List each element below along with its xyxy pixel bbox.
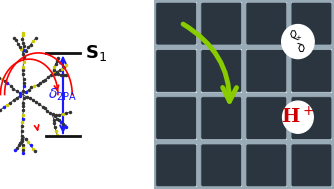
- FancyBboxPatch shape: [291, 50, 332, 92]
- FancyBboxPatch shape: [246, 97, 287, 139]
- Circle shape: [282, 25, 314, 59]
- FancyBboxPatch shape: [156, 50, 197, 92]
- FancyBboxPatch shape: [201, 97, 242, 139]
- Circle shape: [283, 101, 313, 133]
- FancyBboxPatch shape: [201, 2, 242, 45]
- Text: H$^+$: H$^+$: [281, 107, 315, 128]
- Text: +: +: [295, 35, 301, 41]
- FancyBboxPatch shape: [246, 144, 287, 187]
- FancyBboxPatch shape: [291, 97, 332, 139]
- FancyBboxPatch shape: [291, 144, 332, 187]
- FancyBboxPatch shape: [156, 144, 197, 187]
- Text: S$_1$: S$_1$: [85, 43, 107, 63]
- FancyBboxPatch shape: [291, 2, 332, 45]
- FancyBboxPatch shape: [201, 50, 242, 92]
- FancyBboxPatch shape: [246, 50, 287, 92]
- Text: $\delta_{\mathrm{2PA}}$: $\delta_{\mathrm{2PA}}$: [48, 86, 77, 103]
- FancyBboxPatch shape: [246, 2, 287, 45]
- FancyBboxPatch shape: [156, 2, 197, 45]
- FancyBboxPatch shape: [201, 144, 242, 187]
- FancyBboxPatch shape: [156, 97, 197, 139]
